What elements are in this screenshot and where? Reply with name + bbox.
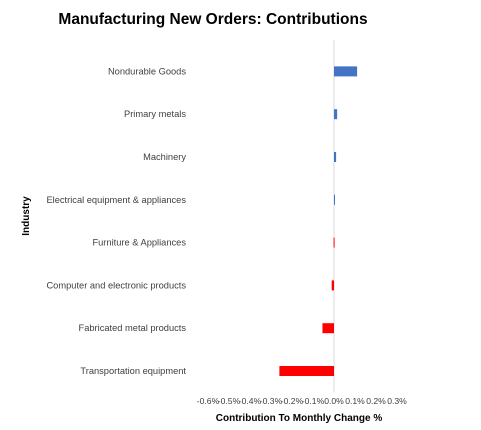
x-tick-label-1: -0.5%	[218, 396, 241, 406]
bar-0	[334, 66, 358, 77]
bar-4	[333, 237, 335, 248]
x-tick-label-5: -0.1%	[302, 396, 325, 406]
x-tick-label-8: 0.2%	[366, 396, 386, 406]
bar-2	[334, 152, 337, 162]
chart-title: Manufacturing New Orders: Contributions	[58, 11, 367, 28]
bar-1	[334, 109, 338, 120]
y-axis-label: Industry	[21, 196, 32, 236]
x-tick-label-3: -0.3%	[260, 396, 283, 406]
x-tick-label-0: -0.6%	[197, 396, 220, 406]
x-tick-label-4: -0.2%	[281, 396, 304, 406]
category-label-6: Fabricated metal products	[79, 323, 187, 333]
category-label-5: Computer and electronic products	[46, 280, 186, 290]
category-label-0: Nondurable Goods	[108, 66, 186, 76]
x-tick-label-6: 0.0%	[324, 396, 344, 406]
plot-area: Nondurable Goods Primary metals Machinery E…	[46, 40, 407, 406]
x-tick-label-9: 0.3%	[387, 396, 407, 406]
bar-5	[331, 280, 334, 291]
bar-7	[279, 366, 334, 376]
x-tick-label-7: 0.1%	[345, 396, 365, 406]
category-label-3: Electrical equipment & appliances	[46, 195, 186, 205]
category-label-7: Transportation equipment	[80, 366, 186, 376]
bar-6	[322, 323, 334, 334]
category-label-1: Primary metals	[124, 109, 186, 119]
category-label-2: Machinery	[143, 152, 186, 162]
category-label-4: Furniture & Appliances	[92, 238, 186, 248]
x-axis-label: Contribution To Monthly Change %	[216, 413, 383, 424]
x-tick-label-2: -0.4%	[239, 396, 262, 406]
bar-3	[334, 194, 335, 205]
